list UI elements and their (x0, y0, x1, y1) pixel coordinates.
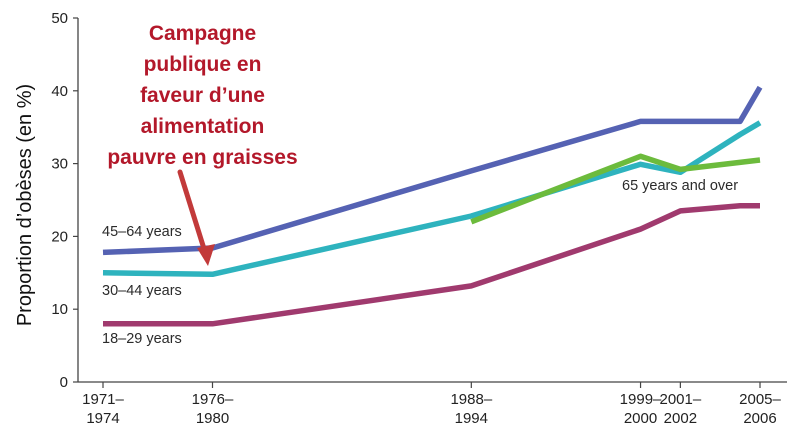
annotation-line: publique en (143, 53, 262, 76)
annotation-line: alimentation (140, 115, 265, 138)
y-tick-label: 30 (51, 156, 68, 173)
series-label-65-over: 65 years and over (622, 178, 738, 194)
y-tick-label: 0 (60, 374, 68, 391)
x-tick-label: 1980 (196, 410, 229, 427)
annotation-campaign: Campagne publique en faveur d’une alimen… (80, 18, 325, 173)
y-tick-label: 10 (51, 301, 68, 318)
x-tick-label: 2000 (624, 410, 657, 427)
x-tick-label: 1976– (192, 391, 234, 408)
series-labels: 45–64 years 30–44 years 65 years and ove… (102, 178, 738, 347)
series-label-30-44: 30–44 years (102, 283, 182, 299)
annotation-line: faveur d’une (140, 84, 265, 107)
series-line (102, 120, 762, 278)
x-tick-label: 2001– (660, 391, 702, 408)
axes (77, 18, 787, 383)
y-axis-label: Proportion d’obèses (en %) (14, 84, 36, 326)
x-tick-label: 2006 (743, 410, 776, 427)
annotation-line: Campagne (148, 22, 257, 45)
x-ticks: 1971– 1974 1976– 1980 1988– 1994 1999– 20002001… (82, 382, 782, 427)
x-tick-label: 1974 (86, 410, 119, 427)
series-label-45-64: 45–64 years (102, 224, 182, 240)
x-tick-label: 1999– (620, 391, 662, 408)
series-label-18-29: 18–29 years (102, 331, 182, 347)
series-line (470, 153, 761, 225)
x-tick-label: 1971– (82, 391, 124, 408)
x-tick-label: 1994 (455, 410, 488, 427)
y-ticks: 0 10 20 30 40 50 (51, 10, 78, 391)
annotation-line: pauvre en graisses (107, 146, 298, 169)
y-axis-title: Proportion d’obèses (en %) (14, 84, 36, 326)
series-line (103, 203, 760, 327)
annotation-arrow (177, 169, 215, 266)
x-tick-label: 2002 (664, 410, 697, 427)
x-tick-label: 2005– (739, 391, 781, 408)
annotation-arrow-shaft (177, 169, 208, 255)
x-tick-label: 1988– (450, 391, 492, 408)
y-tick-label: 50 (51, 10, 68, 27)
y-tick-label: 20 (51, 228, 68, 245)
y-tick-label: 40 (51, 83, 68, 100)
annotation-arrow-head (197, 244, 215, 266)
